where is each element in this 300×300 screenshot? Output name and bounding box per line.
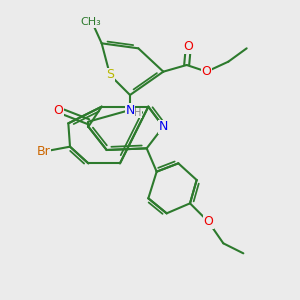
Text: S: S	[106, 68, 114, 82]
Text: H: H	[134, 108, 142, 118]
Text: O: O	[53, 103, 63, 116]
Text: Br: Br	[37, 145, 50, 158]
Text: O: O	[203, 215, 213, 228]
Text: O: O	[183, 40, 193, 53]
Text: N: N	[125, 103, 135, 116]
Text: O: O	[202, 65, 212, 78]
Text: CH₃: CH₃	[80, 17, 101, 27]
Text: N: N	[159, 120, 168, 133]
